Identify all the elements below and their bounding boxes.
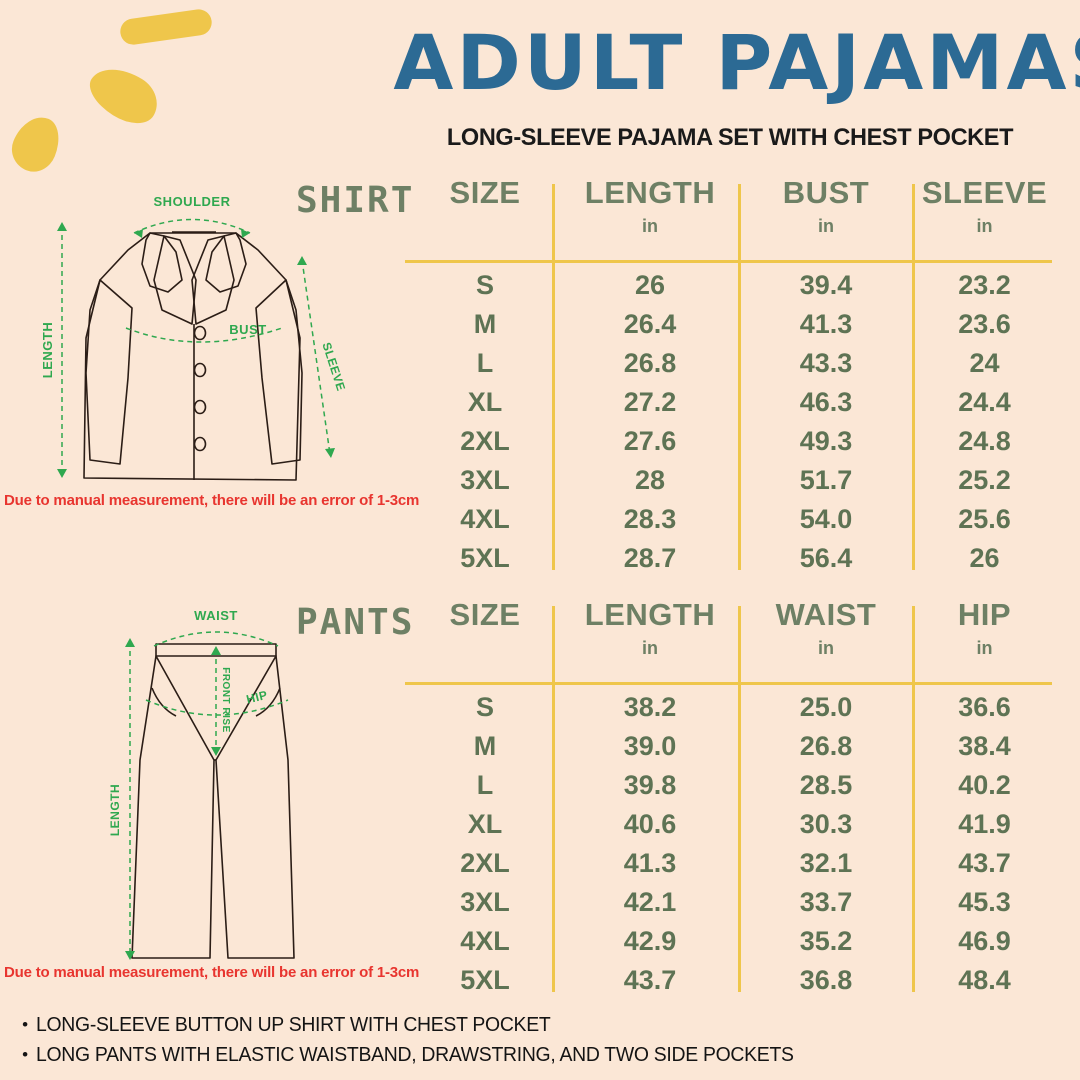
shirt-label-length: LENGTH (40, 322, 55, 378)
pants-label-length: LENGTH (108, 784, 122, 836)
feature-list: • LONG-SLEEVE BUTTON UP SHIRT WITH CHEST… (14, 1010, 1064, 1070)
table-row: 4XL 28.3 54.0 25.6 (460, 504, 1011, 534)
section-label-pants: PANTS (296, 602, 415, 643)
table-row: 3XL 28 51.7 25.2 (460, 465, 1011, 495)
shirt-label-sleeve: SLEEVE (319, 341, 348, 393)
decorative-brush-stroke-icon (81, 56, 167, 134)
section-label-shirt: SHIRT (296, 180, 415, 221)
shirt-diagram: SHOULDER BUST LENGTH SLEEVE (0, 188, 400, 488)
pants-table-header: SIZE LENGTH in WAIST in HIP in (400, 592, 1060, 684)
table-row: XL 27.2 46.3 24.4 (467, 387, 1011, 417)
grid-line-vertical (552, 606, 555, 992)
pants-header-size: SIZE (449, 597, 521, 632)
grid-line-vertical (552, 184, 555, 570)
grid-line-vertical (912, 606, 915, 992)
table-row: S 38.2 25.0 36.6 (475, 692, 1011, 722)
pants-disclaimer: Due to manual measurement, there will be… (4, 964, 420, 981)
list-item: • LONG PANTS WITH ELASTIC WAISTBAND, DRA… (14, 1040, 1064, 1070)
pants-diagram: WAIST FRONT RISE HIP LENGTH (0, 600, 400, 978)
pants-label-waist: WAIST (194, 608, 238, 623)
grid-line-horizontal (405, 682, 1052, 685)
table-row: M 26.4 41.3 23.6 (473, 309, 1011, 339)
table-row: XL 40.6 30.3 41.9 (467, 809, 1011, 839)
bullet-dot-icon: • (22, 1045, 28, 1064)
table-row: M 39.0 26.8 38.4 (473, 731, 1011, 761)
feature-text: LONG PANTS WITH ELASTIC WAISTBAND, DRAWS… (36, 1044, 794, 1066)
table-row: 5XL 28.7 56.4 26 (460, 543, 1000, 573)
shirt-header-bust: BUST in (782, 175, 870, 236)
shirt-header-sleeve: SLEEVE in (921, 175, 1048, 236)
pants-header-length: LENGTH in (584, 597, 716, 658)
table-row: 5XL 43.7 36.8 48.4 (460, 965, 1011, 995)
shirt-table-body: S 26 39.4 23.2 M 26.4 41.3 23.6 L 26.8 4… (400, 266, 1060, 578)
shirt-label-shoulder: SHOULDER (154, 194, 231, 209)
shirt-table-header: SIZE LENGTH in BUST in SLEEVE in (400, 170, 1060, 262)
grid-line-vertical (738, 184, 741, 570)
pants-header-waist: WAIST in (775, 597, 877, 658)
grid-line-horizontal (405, 260, 1052, 263)
table-row: 2XL 27.6 49.3 24.8 (460, 426, 1011, 456)
decorative-brush-stroke-icon (5, 109, 67, 179)
table-row: 2XL 41.3 32.1 43.7 (460, 848, 1011, 878)
grid-line-vertical (738, 606, 741, 992)
pants-label-hip: HIP (245, 688, 269, 707)
table-row: 4XL 42.9 35.2 46.9 (460, 926, 1011, 956)
table-row: 3XL 42.1 33.7 45.3 (460, 887, 1011, 917)
pants-table-body: S 38.2 25.0 36.6 M 39.0 26.8 38.4 L 39.8… (400, 688, 1060, 1000)
shirt-header-length: LENGTH in (584, 175, 716, 236)
table-row: L 39.8 28.5 40.2 (476, 770, 1011, 800)
shirt-disclaimer: Due to manual measurement, there will be… (4, 492, 420, 509)
table-row: L 26.8 43.3 24 (476, 348, 1000, 378)
shirt-label-bust: BUST (229, 322, 266, 337)
page-subtitle: LONG-SLEEVE PAJAMA SET WITH CHEST POCKET (446, 124, 1014, 151)
grid-line-vertical (912, 184, 915, 570)
decorative-brush-stroke-icon (118, 7, 214, 47)
pants-size-table: SIZE LENGTH in WAIST in HIP in S 38.2 (400, 592, 1060, 995)
bullet-dot-icon: • (22, 1015, 28, 1034)
pants-header-hip: HIP in (957, 597, 1012, 658)
pants-label-front-rise: FRONT RISE (220, 667, 231, 733)
feature-text: LONG-SLEEVE BUTTON UP SHIRT WITH CHEST P… (36, 1014, 551, 1036)
list-item: • LONG-SLEEVE BUTTON UP SHIRT WITH CHEST… (14, 1010, 1064, 1040)
shirt-size-table: SIZE LENGTH in BUST in SLEEVE in S 26 (400, 170, 1060, 573)
shirt-header-size: SIZE (449, 175, 521, 210)
page-title: ADULT PAJAMAS (393, 18, 1080, 107)
table-row: S 26 39.4 23.2 (475, 270, 1011, 300)
